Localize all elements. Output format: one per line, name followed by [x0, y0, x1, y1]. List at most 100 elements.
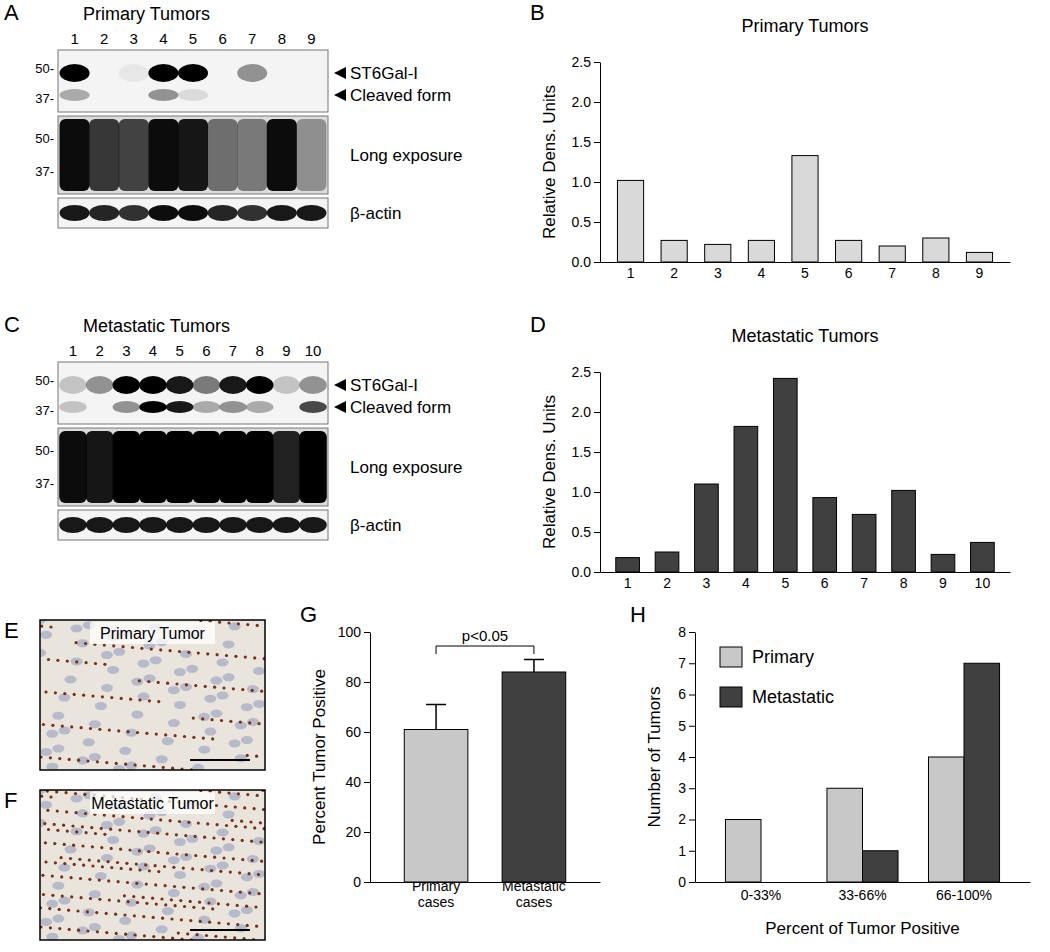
x-tick-label: Primarycases [412, 878, 460, 910]
x-axis-title: Percent of Tumor Positive [765, 919, 960, 938]
micrograph-frame [40, 620, 265, 770]
stain-dot [47, 828, 50, 831]
stain-dot [152, 935, 155, 938]
stain-dot [122, 645, 125, 648]
stain-dot [56, 659, 59, 662]
stain-dot [183, 735, 186, 738]
stain-dot [94, 662, 97, 665]
nucleus [174, 838, 186, 846]
stain-dot [174, 904, 177, 907]
stain-dot [128, 829, 131, 832]
stain-dot [251, 859, 254, 862]
stain-dot [259, 821, 262, 824]
figure: Primary Tumors12345678950-37-ST6Gal-ICle… [0, 0, 1050, 952]
stain-dot [140, 647, 143, 650]
stain-dot [80, 896, 83, 899]
band [296, 64, 326, 82]
y-tick-label: 80 [345, 674, 361, 690]
band [296, 205, 326, 221]
stain-dot [216, 823, 219, 826]
bar [852, 514, 876, 572]
stain-dot [212, 836, 215, 839]
lane-label: 4 [149, 342, 157, 359]
lane-label: 3 [130, 30, 138, 47]
band [237, 89, 267, 101]
y-tick-label: 1.5 [572, 134, 592, 150]
stain-dot [258, 892, 261, 895]
band [273, 517, 300, 533]
y-tick: 4 [678, 749, 695, 765]
panel-caption: Long exposure [350, 146, 462, 165]
stain-dot [124, 763, 127, 766]
micrograph-background [40, 620, 265, 770]
y-tick-label: 8 [678, 624, 686, 640]
x-tick: Metastaticcases [502, 878, 566, 910]
stain-dot [91, 694, 94, 697]
stain-dot [145, 732, 148, 735]
lane-label: 8 [256, 342, 264, 359]
micrograph-title: Metastatic Tumor [91, 795, 214, 812]
band [59, 376, 86, 394]
nucleus [174, 701, 186, 709]
stain-dot [211, 737, 214, 740]
nucleus [71, 625, 83, 633]
nucleus [52, 745, 64, 753]
stain-dot [142, 915, 145, 918]
nucleus [253, 870, 265, 878]
stain-dot [60, 856, 63, 859]
marker-label: 37- [35, 164, 54, 179]
stain-dot [137, 830, 140, 833]
band [178, 205, 208, 221]
band-arrow [334, 401, 346, 413]
y-tick: 40 [345, 774, 370, 790]
bar [836, 240, 862, 262]
smear [59, 431, 86, 503]
y-tick-mark [594, 262, 600, 263]
bar [813, 498, 837, 572]
stain-dot [65, 810, 68, 813]
x-tick-label: 7 [860, 575, 868, 591]
y-tick-mark [364, 732, 370, 733]
y-tick: 0.0 [572, 254, 600, 270]
band-label: Cleaved form [350, 398, 451, 417]
y-tick: 2 [678, 811, 695, 827]
stain-dot [62, 824, 65, 827]
stain-dot [145, 883, 148, 886]
stain-dot [178, 820, 181, 823]
bar-series [725, 757, 964, 882]
band [178, 89, 208, 101]
band [237, 64, 267, 82]
y-tick-mark [689, 695, 695, 696]
panel-label: C [4, 312, 20, 337]
y-tick-label: 2.5 [572, 364, 592, 380]
y-tick-mark [594, 532, 600, 533]
stain-dot [107, 860, 110, 863]
stain-dot [256, 794, 259, 797]
y-tick-mark [594, 492, 600, 493]
y-axis-title: Number of Tumors [645, 687, 664, 828]
stain-dot [143, 764, 146, 767]
stain-dot [220, 889, 223, 892]
stain-dot [192, 736, 195, 739]
stain-dot [189, 900, 192, 903]
stain-dot [189, 919, 192, 922]
blot-frame [58, 198, 328, 228]
nucleus [52, 712, 64, 720]
stain-dot [211, 718, 214, 721]
stain-dot [110, 866, 113, 869]
nucleus [77, 639, 89, 647]
stain-dot [217, 921, 220, 924]
nucleus [131, 678, 143, 686]
blot-bands [59, 376, 327, 413]
nucleus [40, 918, 52, 926]
stain-dot [192, 906, 195, 909]
stain-dot [166, 852, 169, 855]
stain-dot [103, 663, 106, 666]
stain-dot [159, 648, 162, 651]
stain-dot [164, 733, 167, 736]
marker-label: 50- [35, 61, 54, 76]
band [267, 64, 297, 82]
y-tick-label: 1.5 [572, 444, 592, 460]
stain-dot [115, 932, 118, 935]
y-axis-line [600, 63, 601, 263]
